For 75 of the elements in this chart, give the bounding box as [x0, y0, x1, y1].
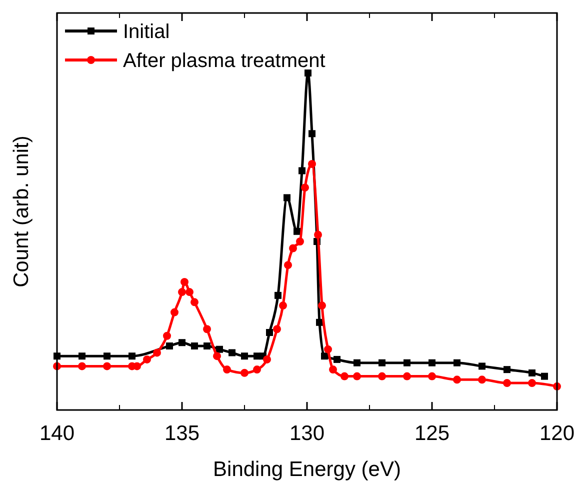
- x-axis-title: Binding Energy (eV): [213, 458, 401, 481]
- point: [353, 372, 361, 380]
- x-tick-label: 120: [539, 422, 575, 445]
- point: [428, 359, 436, 366]
- point: [191, 342, 198, 350]
- point: [334, 356, 340, 363]
- point: [284, 194, 290, 202]
- point: [404, 359, 410, 366]
- point: [289, 244, 297, 252]
- point: [428, 372, 436, 380]
- point: [186, 288, 194, 296]
- point: [478, 376, 486, 384]
- point: [503, 379, 511, 388]
- point: [163, 332, 171, 340]
- point: [296, 238, 304, 246]
- point: [266, 328, 273, 336]
- point: [478, 362, 486, 370]
- point: [241, 352, 248, 360]
- point: [133, 362, 141, 370]
- point: [253, 366, 261, 374]
- point: [504, 366, 510, 374]
- point: [166, 342, 173, 350]
- point: [78, 352, 86, 360]
- point: [104, 352, 110, 360]
- point: [190, 298, 198, 306]
- point: [301, 184, 309, 192]
- point: [78, 362, 86, 370]
- point: [223, 366, 231, 374]
- point: [378, 359, 386, 366]
- point: [294, 228, 300, 235]
- point: [178, 288, 186, 296]
- point: [143, 355, 151, 364]
- point: [263, 355, 271, 364]
- point: [128, 352, 136, 360]
- point: [314, 230, 322, 239]
- point: [153, 348, 161, 357]
- point: [240, 368, 248, 377]
- point: [213, 352, 221, 360]
- x-tick-label: 140: [39, 422, 75, 445]
- point: [541, 372, 548, 380]
- x-tick-label: 125: [414, 422, 450, 445]
- point: [378, 372, 386, 380]
- point: [228, 349, 236, 356]
- point: [304, 70, 312, 76]
- point: [453, 376, 461, 384]
- y-axis-title: Count (arb. unit): [10, 136, 33, 288]
- point: [528, 369, 536, 376]
- legend-label: Initial: [123, 21, 170, 43]
- point: [204, 342, 210, 350]
- point: [273, 325, 281, 334]
- point: [316, 318, 323, 326]
- point: [329, 366, 337, 374]
- point: [203, 325, 211, 334]
- point: [454, 359, 460, 366]
- point: [528, 379, 536, 388]
- point: [321, 352, 328, 360]
- point: [298, 167, 306, 174]
- point: [324, 345, 332, 354]
- point: [284, 261, 292, 270]
- point: [274, 292, 282, 299]
- x-tick-label: 135: [164, 422, 200, 445]
- x-tick-label: 130: [289, 422, 325, 445]
- point: [354, 359, 360, 366]
- point: [403, 372, 411, 380]
- point: [103, 362, 111, 370]
- point: [279, 302, 287, 310]
- point: [308, 160, 316, 168]
- point: [178, 339, 186, 346]
- point: [216, 346, 223, 353]
- legend-label: After plasma treatment: [123, 50, 326, 72]
- point: [340, 372, 348, 380]
- point: [308, 130, 316, 138]
- point: [318, 302, 326, 310]
- point: [180, 278, 188, 286]
- point: [170, 308, 178, 316]
